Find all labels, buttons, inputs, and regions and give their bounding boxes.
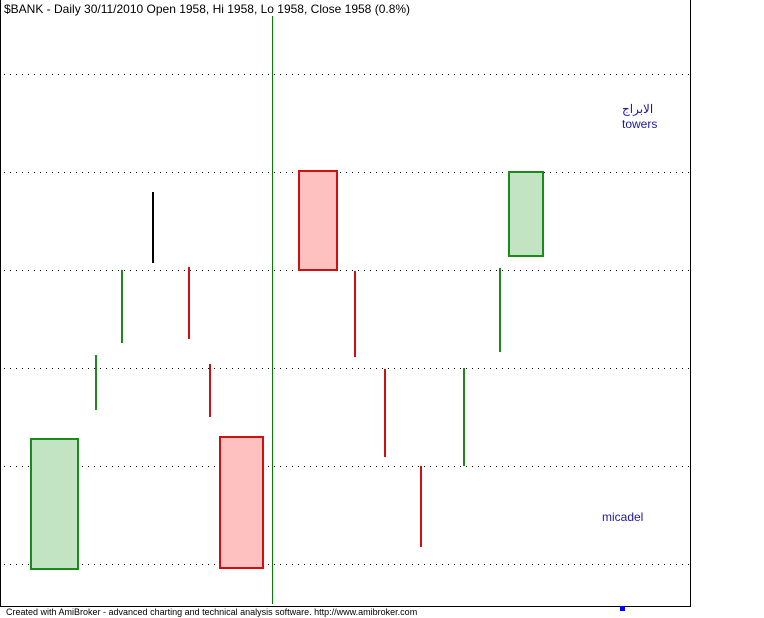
green-box <box>30 438 79 570</box>
annotation: towers <box>622 117 657 131</box>
footer: Created with AmiBroker - advanced charti… <box>6 607 417 617</box>
chart-title: $BANK - Daily 30/11/2010 Open 1958, Hi 1… <box>4 2 410 16</box>
annotation: الابراج <box>622 102 653 116</box>
red-box <box>298 170 338 271</box>
red-box <box>219 436 264 569</box>
annotation: micadel <box>602 510 643 524</box>
grid <box>4 74 690 565</box>
green-box <box>508 171 544 257</box>
marker <box>620 606 625 611</box>
shapes <box>30 170 544 570</box>
